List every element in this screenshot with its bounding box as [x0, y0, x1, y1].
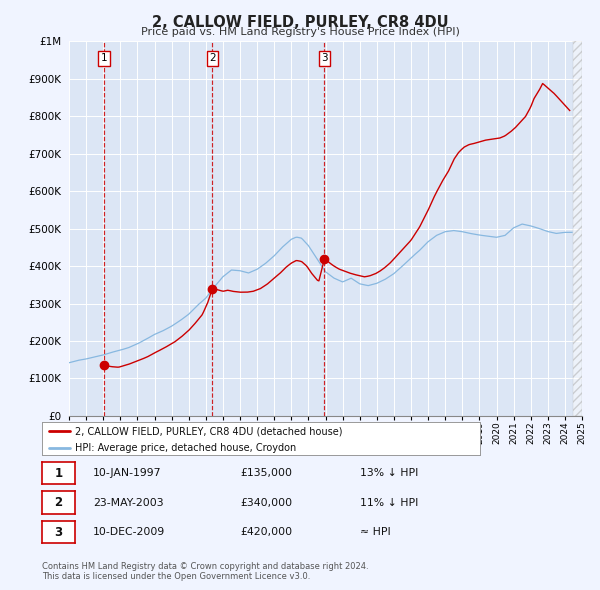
Text: 10-DEC-2009: 10-DEC-2009	[93, 527, 165, 537]
Text: 3: 3	[321, 53, 328, 63]
Text: 2: 2	[209, 53, 216, 63]
Text: 3: 3	[55, 526, 62, 539]
Text: £340,000: £340,000	[240, 498, 292, 507]
Text: This data is licensed under the Open Government Licence v3.0.: This data is licensed under the Open Gov…	[42, 572, 310, 581]
Text: £420,000: £420,000	[240, 527, 292, 537]
Text: 1: 1	[55, 467, 62, 480]
Text: £135,000: £135,000	[240, 468, 292, 478]
Text: HPI: Average price, detached house, Croydon: HPI: Average price, detached house, Croy…	[75, 443, 296, 453]
Text: Contains HM Land Registry data © Crown copyright and database right 2024.: Contains HM Land Registry data © Crown c…	[42, 562, 368, 571]
Text: Price paid vs. HM Land Registry's House Price Index (HPI): Price paid vs. HM Land Registry's House …	[140, 27, 460, 37]
Text: ≈ HPI: ≈ HPI	[360, 527, 391, 537]
Text: 1: 1	[100, 53, 107, 63]
Text: 2: 2	[55, 496, 62, 509]
Text: 11% ↓ HPI: 11% ↓ HPI	[360, 498, 418, 507]
Text: 2, CALLOW FIELD, PURLEY, CR8 4DU: 2, CALLOW FIELD, PURLEY, CR8 4DU	[152, 15, 448, 30]
Text: 23-MAY-2003: 23-MAY-2003	[93, 498, 164, 507]
Text: 2, CALLOW FIELD, PURLEY, CR8 4DU (detached house): 2, CALLOW FIELD, PURLEY, CR8 4DU (detach…	[75, 426, 343, 436]
Text: 13% ↓ HPI: 13% ↓ HPI	[360, 468, 418, 478]
Text: 10-JAN-1997: 10-JAN-1997	[93, 468, 161, 478]
